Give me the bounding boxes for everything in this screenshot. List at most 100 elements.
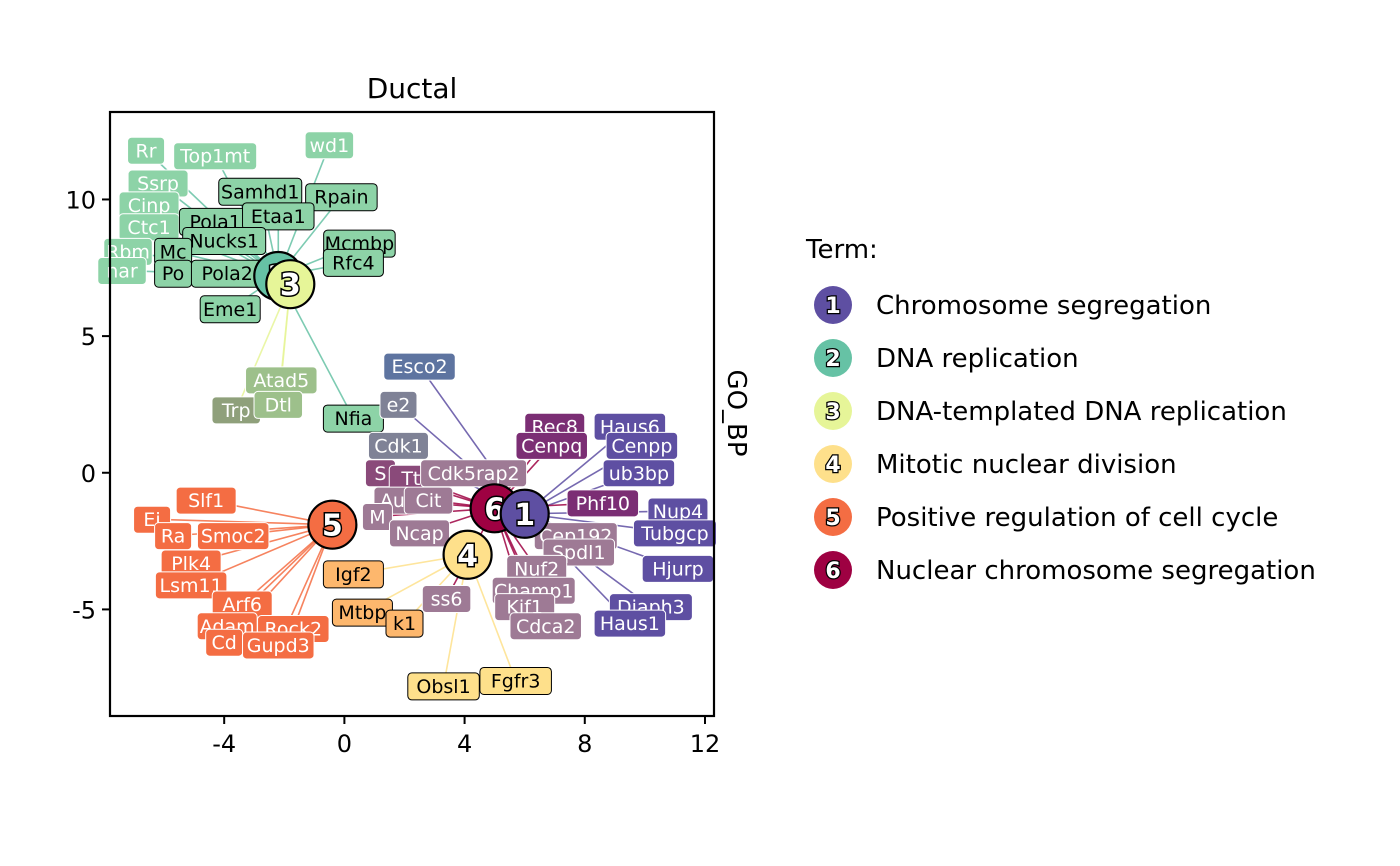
facet-strip-label: GO_BP bbox=[721, 369, 751, 456]
gene-label-box bbox=[199, 295, 261, 324]
gene-label-wd1: wd1 bbox=[304, 131, 355, 160]
x-axis: -4 0 4 8 12 bbox=[212, 716, 720, 758]
legend-key bbox=[814, 392, 852, 430]
gene-label-text: Dtl bbox=[265, 394, 292, 416]
gene-label-box bbox=[196, 522, 270, 551]
gene-label-nucks1: Nucks1 bbox=[182, 226, 267, 255]
gene-label-obsl1: Obsl1 bbox=[407, 672, 480, 701]
gene-label-plk4: Plk4 bbox=[160, 549, 222, 578]
term-node-5: 5 bbox=[307, 499, 358, 550]
legend-entries: 1 Chromosome segregation 2 DNA replication 3… bbox=[814, 286, 1316, 589]
gene-label-cit: Cit bbox=[403, 486, 454, 515]
gene-label-eme1: Eme1 bbox=[199, 295, 261, 324]
legend-label: DNA-templated DNA replication bbox=[876, 397, 1287, 427]
legend-key bbox=[814, 551, 852, 589]
legend-key-number: 6 bbox=[825, 559, 840, 584]
gene-label-text: Nucks1 bbox=[189, 230, 259, 252]
gene-label-text: Po bbox=[162, 263, 184, 285]
gene-label-box bbox=[242, 202, 315, 231]
gene-label-box bbox=[593, 609, 667, 638]
gene-label-box bbox=[385, 609, 424, 638]
y-tick-label: 0 bbox=[81, 460, 96, 488]
gene-label-box bbox=[127, 136, 166, 165]
gene-label-box bbox=[383, 352, 456, 381]
chart-title: Ductal bbox=[367, 72, 458, 105]
gene-label-box bbox=[175, 486, 237, 515]
gene-label-box bbox=[566, 489, 640, 518]
gene-label-text: Ssrp bbox=[137, 173, 179, 195]
gene-label-text: Cinp bbox=[128, 195, 171, 217]
gene-label-box bbox=[515, 431, 588, 460]
gene-label-text: Cdca2 bbox=[516, 616, 576, 638]
term-node-label: 5 bbox=[322, 509, 343, 544]
gene-label-text: Cenpq bbox=[521, 435, 582, 457]
term-node-1: 1 bbox=[499, 488, 550, 539]
gene-label-box bbox=[509, 612, 582, 641]
gene-label-box bbox=[602, 459, 676, 488]
gene-label-text: Samhd1 bbox=[221, 181, 299, 203]
gene-label-text: Rr bbox=[136, 140, 157, 162]
gene-label-text: Mc bbox=[160, 241, 187, 263]
y-tick-label: 10 bbox=[65, 186, 96, 214]
gene-label-text: wd1 bbox=[310, 135, 350, 157]
x-tick-label: -4 bbox=[212, 730, 236, 758]
gene-label-atad5: Atad5 bbox=[245, 366, 318, 395]
gene-label-box bbox=[407, 672, 480, 701]
legend-key-number: 3 bbox=[825, 400, 840, 425]
legend-label: Mitotic nuclear division bbox=[876, 450, 1177, 480]
gene-label-text: Etaa1 bbox=[251, 206, 306, 228]
gene-label-text: Atad5 bbox=[253, 370, 309, 392]
gene-label-top1mt: Top1mt bbox=[173, 142, 258, 171]
gene-label-box bbox=[420, 459, 528, 488]
gene-label-pola2: Pola2 bbox=[190, 259, 264, 288]
gene-label-etaa1: Etaa1 bbox=[242, 202, 315, 231]
gene-label-ncap: Ncap bbox=[389, 519, 451, 548]
gene-label-m: M bbox=[361, 502, 393, 531]
gene-label-text: Slf1 bbox=[188, 490, 224, 512]
gene-label-nuf2: Nuf2 bbox=[506, 554, 568, 583]
gene-label-text: Obsl1 bbox=[416, 676, 470, 698]
gene-label-gupd3: Gupd3 bbox=[242, 631, 315, 660]
gene-label-rr: Rr bbox=[127, 136, 166, 165]
gene-label-text: Pola2 bbox=[201, 263, 252, 285]
legend-key bbox=[814, 339, 852, 377]
gene-label-text: Gupd3 bbox=[247, 635, 310, 657]
gene-label-text: Smoc2 bbox=[201, 526, 266, 548]
legend-key-number: 1 bbox=[825, 294, 840, 319]
gene-label-text: Plk4 bbox=[171, 553, 211, 575]
gene-label-text: Phf10 bbox=[576, 493, 630, 515]
gene-label-nfia: Nfia bbox=[322, 404, 384, 433]
legend-entry-6: 6 Nuclear chromosome segregation bbox=[814, 551, 1316, 589]
gene-label-text: Hjurp bbox=[652, 558, 703, 580]
gene-label-box bbox=[304, 131, 355, 160]
gene-label-cdk5rap2: Cdk5rap2 bbox=[420, 459, 528, 488]
legend: Term: 1 Chromosome segregation 2 DNA replic… bbox=[805, 235, 1316, 589]
gene-label-smoc2: Smoc2 bbox=[196, 522, 270, 551]
legend-key bbox=[814, 286, 852, 324]
gene-label-text: Nfia bbox=[334, 408, 372, 430]
gene-label-cenpq: Cenpq bbox=[515, 431, 588, 460]
gene-label-text: M bbox=[369, 506, 385, 528]
gene-label-box bbox=[154, 571, 228, 600]
gene-label-text: Cdk1 bbox=[374, 435, 422, 457]
legend-key bbox=[814, 498, 852, 536]
gene-label-box bbox=[173, 142, 258, 171]
term-node-circle bbox=[307, 499, 358, 550]
gene-label-rpain: Rpain bbox=[305, 183, 378, 212]
gene-label-text: nar bbox=[106, 261, 138, 283]
x-tick-label: 4 bbox=[457, 730, 472, 758]
gene-label-text: Rfc4 bbox=[332, 252, 374, 274]
gene-label-text: Esco2 bbox=[391, 356, 447, 378]
gene-label-dtl: Dtl bbox=[253, 390, 304, 419]
gene-label-text: Nup4 bbox=[653, 501, 703, 523]
y-tick-label: 5 bbox=[81, 323, 96, 351]
gene-label-box bbox=[379, 390, 418, 419]
gene-label-cenpp: Cenpp bbox=[605, 431, 679, 460]
gene-label-text: S bbox=[374, 463, 386, 485]
gene-label-e2: e2 bbox=[379, 390, 418, 419]
gene-label-ss6: ss6 bbox=[421, 584, 472, 613]
legend-key bbox=[814, 445, 852, 483]
x-tick-label: 8 bbox=[577, 730, 592, 758]
term-node-label: 4 bbox=[457, 539, 478, 574]
